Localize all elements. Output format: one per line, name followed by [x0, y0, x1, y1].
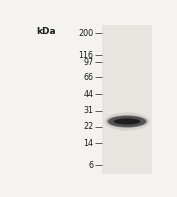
Ellipse shape	[107, 115, 148, 128]
Ellipse shape	[104, 112, 150, 131]
Text: 200: 200	[78, 29, 93, 38]
Text: 116: 116	[78, 51, 93, 60]
Text: 97: 97	[83, 58, 93, 67]
Text: 6: 6	[88, 161, 93, 170]
Bar	[102, 25, 152, 174]
Text: 31: 31	[84, 106, 93, 115]
Text: 14: 14	[84, 139, 93, 148]
Ellipse shape	[114, 118, 140, 125]
Text: kDa: kDa	[36, 27, 55, 36]
Ellipse shape	[108, 116, 146, 127]
Text: 66: 66	[84, 73, 93, 82]
Text: 22: 22	[83, 122, 93, 131]
Text: 44: 44	[84, 90, 93, 99]
